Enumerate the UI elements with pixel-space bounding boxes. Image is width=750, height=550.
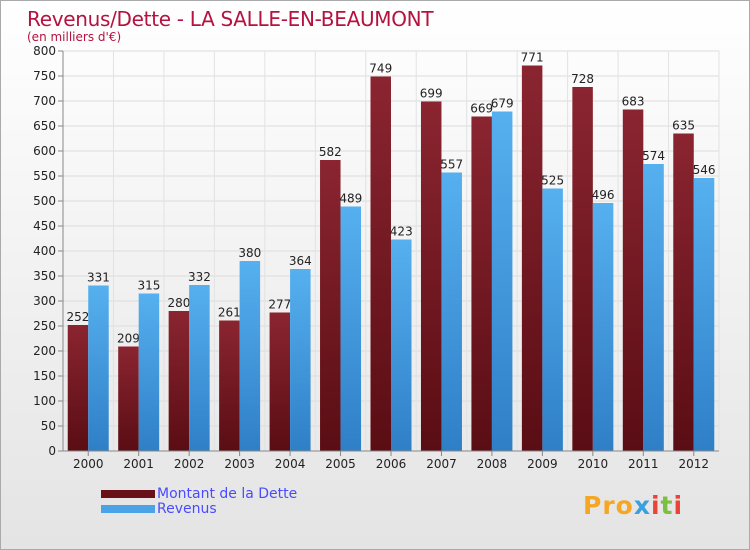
- data-label-revenus: 364: [289, 254, 312, 268]
- data-label-dette: 771: [521, 51, 544, 65]
- data-label-dette: 728: [571, 72, 594, 86]
- chart-title: Revenus/Dette - LA SALLE-EN-BEAUMONT: [27, 7, 434, 31]
- legend-item-dette: Montant de la Dette: [101, 487, 297, 501]
- data-label-dette: 252: [67, 310, 90, 324]
- bar-revenus: [491, 111, 513, 451]
- x-tick-label: 2006: [376, 457, 407, 471]
- bar-revenus: [693, 178, 715, 451]
- y-tick-label: 350: [33, 269, 56, 283]
- y-tick-label: 550: [33, 169, 56, 183]
- data-label-revenus: 679: [491, 97, 514, 111]
- data-label-revenus: 315: [137, 279, 160, 293]
- data-label-dette: 280: [167, 296, 190, 310]
- data-label-dette: 635: [672, 119, 695, 133]
- data-label-revenus: 489: [339, 192, 362, 206]
- y-tick-label: 250: [33, 319, 56, 333]
- bar-dette: [370, 76, 391, 451]
- bar-dette: [572, 87, 593, 451]
- y-tick-label: 300: [33, 294, 56, 308]
- y-tick-label: 0: [48, 444, 56, 458]
- bar-dette: [168, 311, 190, 451]
- y-tick-label: 400: [33, 244, 56, 258]
- legend-swatch-dette: [101, 490, 155, 498]
- bar-revenus: [391, 239, 412, 451]
- data-label-revenus: 332: [188, 270, 211, 284]
- x-tick-label: 2004: [275, 457, 306, 471]
- y-tick-label: 750: [33, 69, 56, 83]
- bar-revenus: [189, 285, 210, 451]
- x-tick-label: 2003: [224, 457, 255, 471]
- x-tick-label: 2002: [174, 457, 205, 471]
- bar-dette: [219, 320, 240, 451]
- bar-revenus: [239, 261, 261, 451]
- data-label-dette: 699: [420, 87, 443, 101]
- y-tick-label: 200: [33, 344, 56, 358]
- data-label-dette: 261: [218, 306, 241, 320]
- x-tick-label: 2012: [678, 457, 709, 471]
- y-tick-label: 700: [33, 94, 56, 108]
- legend-item-revenus: Revenus: [101, 502, 217, 516]
- y-tick-label: 100: [33, 394, 56, 408]
- y-tick-label: 500: [33, 194, 56, 208]
- bar-dette: [471, 116, 492, 451]
- bar-revenus: [643, 164, 664, 451]
- data-label-dette: 582: [319, 145, 342, 159]
- legend-label-revenus: Revenus: [157, 501, 217, 517]
- y-tick-label: 450: [33, 219, 56, 233]
- bar-revenus: [592, 203, 614, 451]
- data-label-revenus: 574: [642, 149, 665, 163]
- y-tick-label: 650: [33, 119, 56, 133]
- bar-dette: [269, 312, 291, 451]
- data-label-dette: 683: [622, 95, 645, 109]
- proxiti-logo: Proxiti: [583, 491, 684, 520]
- x-tick-label: 2001: [123, 457, 154, 471]
- y-tick-label: 50: [41, 419, 56, 433]
- bar-revenus: [542, 188, 563, 451]
- data-label-revenus: 496: [592, 188, 615, 202]
- x-tick-label: 2000: [73, 457, 104, 471]
- bar-revenus: [340, 206, 362, 451]
- bar-dette: [118, 346, 139, 451]
- bar-revenus: [138, 293, 160, 451]
- data-label-dette: 209: [117, 332, 140, 346]
- bar-revenus: [441, 172, 462, 451]
- y-tick-label: 600: [33, 144, 56, 158]
- data-label-dette: 749: [369, 62, 392, 76]
- bar-revenus: [88, 285, 109, 451]
- bar-dette: [320, 160, 341, 451]
- data-label-revenus: 546: [693, 163, 716, 177]
- data-label-revenus: 525: [541, 174, 564, 188]
- chart-subtitle: (en milliers d'€): [27, 30, 122, 44]
- bar-dette: [673, 133, 694, 451]
- y-tick-label: 150: [33, 369, 56, 383]
- data-label-revenus: 380: [238, 246, 261, 260]
- data-label-dette: 669: [470, 102, 493, 116]
- bar-dette: [622, 109, 644, 451]
- x-tick-label: 2008: [477, 457, 508, 471]
- bar-dette: [521, 65, 543, 451]
- data-label-revenus: 423: [390, 225, 413, 239]
- data-label-dette: 277: [268, 298, 291, 312]
- x-tick-label: 2010: [578, 457, 609, 471]
- x-tick-label: 2005: [325, 457, 356, 471]
- bar-dette: [420, 101, 442, 451]
- y-tick-label: 800: [33, 44, 56, 58]
- bar-dette: [67, 325, 89, 451]
- data-label-revenus: 557: [440, 158, 463, 172]
- legend-label-dette: Montant de la Dette: [157, 486, 298, 502]
- x-tick-label: 2009: [527, 457, 558, 471]
- data-label-revenus: 331: [87, 271, 110, 285]
- bar-revenus: [290, 269, 311, 451]
- x-tick-label: 2007: [426, 457, 457, 471]
- x-tick-label: 2011: [628, 457, 659, 471]
- legend-swatch-revenus: [101, 505, 155, 513]
